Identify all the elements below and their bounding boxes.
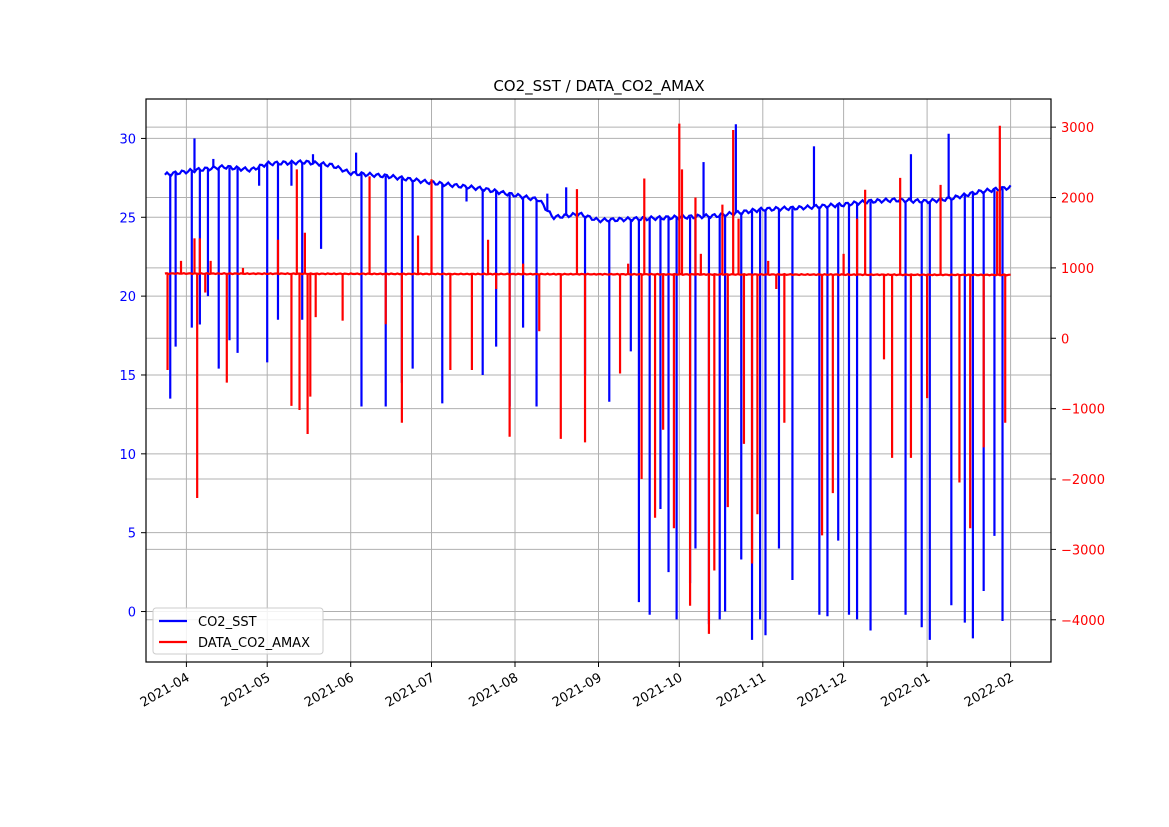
legend-label: DATA_CO2_AMAX xyxy=(198,636,310,651)
data-line xyxy=(164,159,1012,224)
y-tick-label: 15 xyxy=(119,369,136,384)
data-line xyxy=(164,272,1011,277)
plot-area xyxy=(164,123,1012,640)
y-tick-label: 30 xyxy=(119,132,136,147)
y2-tick-label: −2000 xyxy=(1061,473,1105,488)
co2-sst-series xyxy=(164,124,1012,640)
y2-tick-label: −3000 xyxy=(1061,543,1105,558)
legend-box xyxy=(152,607,324,655)
y-tick-label: 0 xyxy=(128,606,136,621)
legend: CO2_SST DATA_CO2_AMAX xyxy=(152,607,324,655)
legend-label: CO2_SST xyxy=(198,615,257,630)
y-tick-label: 20 xyxy=(119,290,136,305)
y2-tick-label: −1000 xyxy=(1061,403,1105,418)
y2-tick-label: 3000 xyxy=(1061,121,1094,136)
y2-tick-label: 2000 xyxy=(1061,192,1094,207)
y2-tick-label: 1000 xyxy=(1061,262,1094,277)
y-tick-label: 10 xyxy=(119,448,136,463)
data-co2-amax-series xyxy=(164,123,1011,634)
y-tick-label: 5 xyxy=(128,527,136,542)
y2-tick-label: 0 xyxy=(1061,332,1069,347)
chart-title: CO2_SST / DATA_CO2_AMAX xyxy=(493,77,704,96)
y2-tick-label: −4000 xyxy=(1061,614,1105,629)
y-tick-label: 25 xyxy=(119,211,136,226)
